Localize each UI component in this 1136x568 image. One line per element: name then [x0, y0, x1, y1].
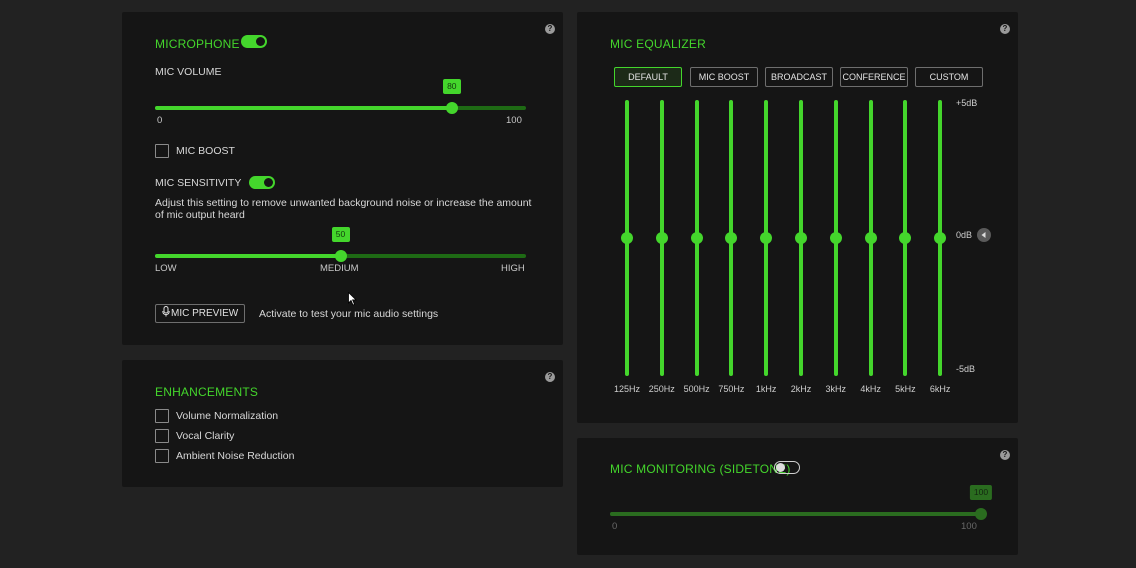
vocal-clarity-checkbox[interactable] [155, 429, 169, 443]
microphone-toggle[interactable] [241, 35, 267, 48]
preset-default-button[interactable]: DEFAULT [614, 67, 682, 87]
monitoring-min: 0 [612, 521, 618, 532]
eq-band-1khz[interactable] [760, 100, 773, 376]
eq-band-label: 4kHz [860, 384, 881, 394]
eq-band-2khz[interactable] [795, 100, 807, 376]
eq-band-5khz[interactable] [899, 100, 912, 376]
monitoring-title: MIC MONITORING (SIDETONE) [610, 462, 791, 476]
eq-band-label: 2kHz [790, 384, 812, 394]
ambient-noise-reduction-checkbox[interactable] [155, 449, 169, 463]
eq-band-thumb[interactable] [899, 232, 912, 244]
sensitivity-low-label: LOW [155, 263, 177, 274]
mic-sensitivity-thumb[interactable] [334, 250, 347, 262]
mic-sensitivity-slider[interactable]: 50 [155, 227, 526, 262]
mic-volume-max: 100 [506, 115, 522, 126]
mic-preview-label: MIC PREVIEW [171, 308, 239, 319]
mic-volume-label: MIC VOLUME [155, 66, 222, 78]
mic-sensitivity-value: 50 [331, 227, 350, 242]
mic-sensitivity-toggle[interactable] [249, 176, 275, 189]
eq-band-thumb[interactable] [621, 232, 633, 244]
microphone-panel: ? [122, 12, 563, 345]
mic-volume-min: 0 [157, 115, 163, 126]
mic-volume-thumb[interactable] [445, 102, 458, 114]
microphone-icon [162, 306, 170, 317]
eq-band-500hz[interactable] [690, 100, 703, 376]
mic-volume-value: 80 [442, 79, 461, 94]
eq-band-label: 6kHz [929, 384, 951, 394]
toggle-knob [776, 463, 785, 472]
mouse-cursor-icon [348, 292, 357, 306]
preset-mic-boost-button[interactable]: MIC BOOST [690, 67, 758, 87]
eq-band-label: 500Hz [683, 384, 710, 394]
sensitivity-high-label: HIGH [501, 263, 525, 274]
eq-db-top-label: +5dB [956, 98, 978, 108]
mic-preview-description: Activate to test your mic audio settings [259, 308, 439, 320]
sensitivity-medium-label: MEDIUM [320, 263, 359, 274]
mic-preview-button[interactable]: MIC PREVIEW [155, 304, 245, 323]
eq-band-thumb[interactable] [655, 232, 668, 244]
volume-normalization-checkbox[interactable] [155, 409, 169, 423]
eq-band-label: 250Hz [648, 384, 675, 394]
preset-broadcast-button[interactable]: BROADCAST [765, 67, 833, 87]
monitoring-toggle[interactable] [774, 461, 800, 474]
mic-sensitivity-description: Adjust this setting to remove unwanted b… [155, 197, 532, 209]
volume-normalization-label: Volume Normalization [176, 410, 279, 422]
monitoring-thumb[interactable] [975, 508, 987, 520]
mic-sensitivity-fill [155, 254, 341, 258]
monitoring-slider[interactable]: 100 [610, 485, 993, 520]
eq-band-label: 750Hz [718, 384, 745, 394]
eq-band-3khz[interactable] [829, 100, 842, 376]
preset-custom-button[interactable]: CUSTOM [915, 67, 983, 87]
toggle-knob [264, 178, 273, 187]
vocal-clarity-label: Vocal Clarity [176, 430, 235, 442]
preset-conference-button[interactable]: CONFERENCE [840, 67, 908, 87]
monitoring-panel: ? [577, 438, 1018, 555]
ambient-noise-reduction-label: Ambient Noise Reduction [176, 450, 295, 462]
eq-band-label: 3kHz [825, 384, 847, 394]
eq-band-6khz[interactable] [934, 100, 947, 376]
eq-band-750hz[interactable] [725, 100, 738, 376]
eq-db-bottom-label: -5dB [956, 364, 976, 374]
eq-band-label: 5kHz [895, 384, 916, 394]
mic-volume-fill [155, 106, 452, 110]
mic-boost-label: MIC BOOST [176, 145, 235, 157]
eq-band-thumb[interactable] [934, 232, 947, 244]
enhancements-panel: ? [122, 360, 563, 487]
equalizer-title: MIC EQUALIZER [610, 37, 706, 51]
triangle-left-icon [981, 232, 986, 238]
mic-sensitivity-label: MIC SENSITIVITY [155, 177, 242, 189]
eq-reset-icon[interactable] [977, 228, 991, 242]
eq-band-125hz[interactable] [621, 100, 633, 376]
enhancements-title: ENHANCEMENTS [155, 385, 259, 399]
microphone-help-icon[interactable]: ? [545, 24, 555, 34]
eq-band-thumb[interactable] [725, 232, 738, 244]
mic-boost-checkbox[interactable] [155, 144, 169, 158]
eq-db-mid-label: 0dB [956, 230, 973, 240]
monitoring-value: 100 [969, 485, 993, 500]
microphone-title: MICROPHONE [155, 37, 240, 51]
eq-band-label: 1kHz [755, 384, 777, 394]
eq-band-250hz[interactable] [655, 100, 668, 376]
eq-band-thumb[interactable] [795, 232, 807, 244]
eq-band-thumb[interactable] [760, 232, 773, 244]
eq-band-thumb[interactable] [829, 232, 842, 244]
equalizer-help-icon[interactable]: ? [1000, 24, 1010, 34]
eq-band-4khz[interactable] [864, 100, 877, 376]
mic-volume-slider[interactable]: 80 [155, 79, 526, 114]
enhancements-help-icon[interactable]: ? [545, 372, 555, 382]
monitoring-max: 100 [961, 521, 977, 532]
toggle-knob [256, 37, 265, 46]
eq-band-label: 125Hz [613, 384, 640, 394]
eq-band-thumb[interactable] [690, 232, 703, 244]
mic-sensitivity-description-continued: of mic output heard [155, 209, 245, 221]
monitoring-help-icon[interactable]: ? [1000, 450, 1010, 460]
eq-band-thumb[interactable] [864, 232, 877, 244]
monitoring-fill [610, 512, 981, 516]
